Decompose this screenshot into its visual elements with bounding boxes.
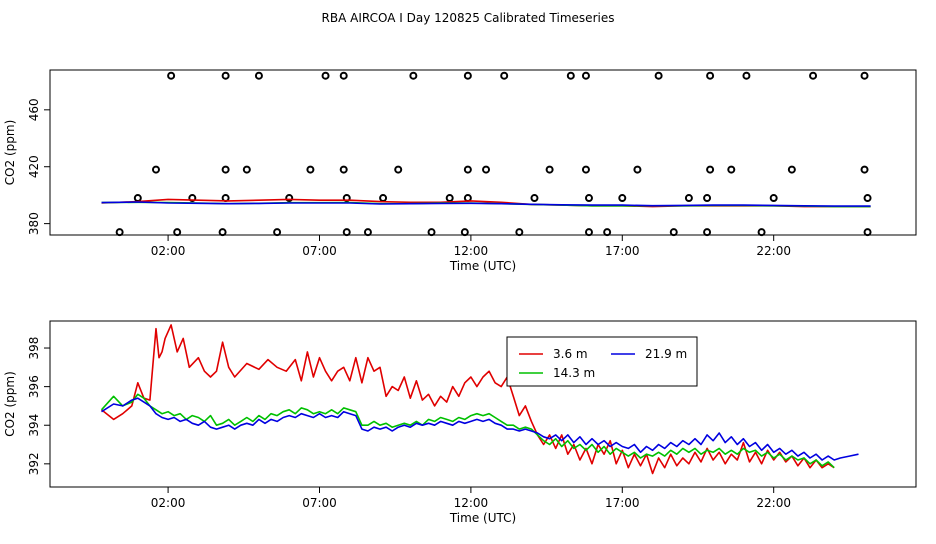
x-tick-label: 22:00 xyxy=(756,244,791,258)
x-tick-label: 17:00 xyxy=(605,496,640,510)
series-line-3-6-m xyxy=(101,324,835,475)
x-axis-label: Time (UTC) xyxy=(449,511,516,525)
calibration-point xyxy=(618,194,627,203)
figure-title: RBA AIRCOA I Day 120825 Calibrated Times… xyxy=(322,11,615,25)
calibration-point xyxy=(500,71,509,80)
calibration-point xyxy=(321,71,330,80)
calibration-point xyxy=(757,228,766,237)
calibration-point xyxy=(515,228,524,237)
series-calibration-points xyxy=(115,71,872,237)
calibration-point xyxy=(221,165,230,174)
calibration-point xyxy=(218,228,227,237)
legend: 3.6 m 14.3 m 21.9 m xyxy=(506,336,698,387)
plot-frame xyxy=(49,69,917,236)
y-tick-label: 392 xyxy=(27,452,41,475)
calibration-point xyxy=(703,228,712,237)
calibration-point xyxy=(603,228,612,237)
calibration-point xyxy=(654,71,663,80)
calibration-point xyxy=(133,194,142,203)
calibration-point xyxy=(706,165,715,174)
calibration-point xyxy=(188,194,197,203)
y-tick-label: 380 xyxy=(27,212,41,235)
panel-bottom: 02:00 07:00 12:00 17:00 22:00 392 394 396 398 Tim… xyxy=(3,320,917,525)
x-tick-label: 02:00 xyxy=(151,496,186,510)
calibration-point xyxy=(285,194,294,203)
calibration-point xyxy=(173,228,182,237)
calibration-point xyxy=(581,165,590,174)
x-tick-label: 07:00 xyxy=(302,496,337,510)
calibration-point xyxy=(342,194,351,203)
series-line-14-3-m xyxy=(100,393,835,469)
calibration-point xyxy=(363,228,372,237)
x-tick-label: 02:00 xyxy=(151,244,186,258)
calibration-point xyxy=(809,71,818,80)
calibration-point xyxy=(151,165,160,174)
calibration-point xyxy=(703,194,712,203)
calibration-point xyxy=(860,165,869,174)
legend-box xyxy=(506,336,698,387)
legend-label: 14.3 m xyxy=(553,366,595,380)
calibration-point xyxy=(445,194,454,203)
calibration-point xyxy=(339,165,348,174)
calibration-point xyxy=(530,194,539,203)
calibration-point xyxy=(306,165,315,174)
calibration-point xyxy=(769,194,778,203)
series-line-21-9-m xyxy=(101,201,871,207)
calibration-point xyxy=(863,228,872,237)
calibration-point xyxy=(584,228,593,237)
calibration-point xyxy=(463,71,472,80)
calibration-point xyxy=(427,228,436,237)
x-tick-label: 12:00 xyxy=(454,496,489,510)
calibration-point xyxy=(669,228,678,237)
y-tick-label: 394 xyxy=(27,414,41,437)
calibration-point xyxy=(167,71,176,80)
x-tick-label: 22:00 xyxy=(756,496,791,510)
calibration-point xyxy=(581,71,590,80)
y-tick-label: 460 xyxy=(27,98,41,121)
x-tick-label: 17:00 xyxy=(605,244,640,258)
y-axis-label: CO2 (ppm) xyxy=(3,120,17,186)
calibration-point xyxy=(684,194,693,203)
calibration-point xyxy=(273,228,282,237)
y-tick-label: 396 xyxy=(27,375,41,398)
legend-label: 21.9 m xyxy=(645,347,687,361)
calibration-point xyxy=(727,165,736,174)
y-tick-label: 398 xyxy=(27,337,41,360)
calibration-point xyxy=(566,71,575,80)
calibration-point xyxy=(545,165,554,174)
calibration-point xyxy=(242,165,251,174)
calibration-point xyxy=(394,165,403,174)
legend-label: 3.6 m xyxy=(553,347,588,361)
calibration-point xyxy=(584,194,593,203)
y-axis-label: CO2 (ppm) xyxy=(3,371,17,437)
calibration-point xyxy=(409,71,418,80)
plot-frame xyxy=(49,320,917,488)
calibration-point xyxy=(463,194,472,203)
x-tick-label: 12:00 xyxy=(454,244,489,258)
calibration-point xyxy=(460,228,469,237)
panel-top: 02:00 07:00 12:00 17:00 22:00 380 420 460 Time (… xyxy=(3,69,917,273)
x-axis-label: Time (UTC) xyxy=(449,259,516,273)
calibration-point xyxy=(742,71,751,80)
calibration-point xyxy=(633,165,642,174)
calibration-point xyxy=(339,71,348,80)
calibration-point xyxy=(342,228,351,237)
calibration-point xyxy=(787,165,796,174)
calibration-point xyxy=(860,71,869,80)
calibration-point xyxy=(379,194,388,203)
calibration-point xyxy=(706,71,715,80)
calibration-point xyxy=(463,165,472,174)
calibration-point xyxy=(115,228,124,237)
y-tick-label: 420 xyxy=(27,155,41,178)
calibration-point xyxy=(482,165,491,174)
series-line-21-9-m xyxy=(101,397,859,461)
calibration-point xyxy=(254,71,263,80)
x-tick-label: 07:00 xyxy=(302,244,337,258)
calibration-point xyxy=(863,194,872,203)
calibration-point xyxy=(221,71,230,80)
